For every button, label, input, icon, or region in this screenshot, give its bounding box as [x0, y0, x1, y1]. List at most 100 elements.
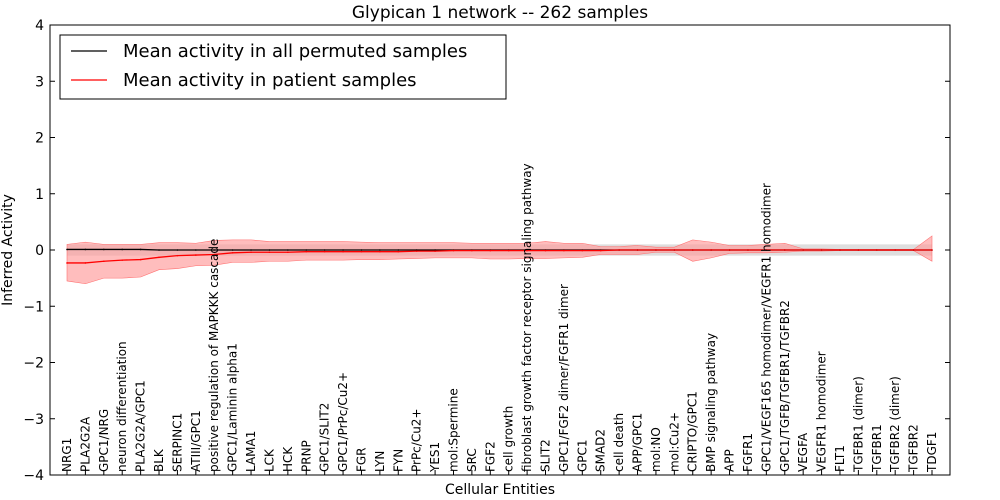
data-point: [103, 260, 105, 263]
x-tick-label: SLIT2: [539, 439, 553, 472]
x-tick-label: TGFBR1: [870, 424, 884, 473]
data-point: [268, 251, 271, 254]
y-tick-label: −3: [23, 412, 44, 428]
x-tick-label: positive regulation of MAPKKK cascade: [207, 239, 221, 472]
data-point: [305, 249, 308, 251]
x-tick-label: PLA2G2A/GPC1: [134, 380, 148, 472]
data-point: [158, 249, 160, 251]
x-tick-label: cell growth: [502, 406, 516, 472]
data-point: [434, 249, 436, 251]
x-tick-label: FYN: [391, 449, 405, 472]
x-tick-label: FGR: [354, 447, 368, 472]
x-tick-label: APP: [723, 449, 737, 472]
x-tick-label: neuron differentiation: [115, 341, 129, 472]
x-tick-label: GPC1/SLIT2: [318, 403, 332, 472]
x-tick-label: PLA2G2A: [78, 416, 92, 472]
data-point: [379, 250, 381, 253]
x-tick-label: VEGFA: [796, 432, 810, 472]
data-point: [912, 249, 915, 251]
x-tick-label: FGF2: [483, 441, 497, 472]
x-tick-label: FLT1: [833, 445, 847, 472]
line-layer: [66, 248, 933, 264]
data-point: [452, 249, 455, 252]
x-tick-label: TDGF1: [925, 432, 939, 473]
x-tick-label: BMP signaling pathway: [704, 333, 718, 472]
data-point: [231, 249, 234, 251]
legend-label-patient: Mean activity in patient samples: [123, 70, 417, 91]
data-point: [268, 249, 271, 251]
x-tick-label: GPC1: [575, 439, 589, 472]
x-tick-label: FGFR1: [741, 433, 755, 472]
data-point: [434, 250, 436, 252]
data-point: [305, 250, 308, 253]
data-point: [84, 248, 87, 251]
x-tick-label: VEGFR1 homodimer: [815, 351, 829, 472]
data-point: [931, 249, 933, 251]
y-tick-label: 4: [35, 18, 44, 34]
x-tick-label: NRG1: [60, 438, 74, 472]
data-point: [379, 249, 381, 251]
data-point: [231, 252, 234, 254]
x-axis: NRG1 PLA2G2A GPC1/NRG neuron differentiatio…: [60, 163, 939, 475]
data-point: [489, 249, 492, 252]
data-point: [360, 249, 363, 251]
x-tick-label: GPC1/VEGF165 homodimer/VEGFR1 homodimer: [759, 183, 773, 472]
data-point: [894, 249, 896, 251]
data-point: [287, 251, 289, 254]
y-tick-label: −2: [23, 356, 44, 372]
y-tick-label: −1: [23, 299, 44, 315]
x-tick-label: PRNP: [299, 440, 313, 472]
x-tick-label: GPC1/TGFB/TGFBR1/TGFBR2: [778, 300, 792, 472]
data-point: [415, 249, 418, 251]
x-tick-label: LYN: [373, 451, 387, 472]
data-point: [195, 254, 197, 256]
x-axis-label: Cellular Entities: [445, 482, 555, 498]
x-tick-label: APP/GPC1: [631, 413, 645, 472]
data-point: [618, 249, 620, 251]
data-point: [195, 249, 197, 251]
data-point: [544, 249, 547, 252]
x-tick-label: CRIPTO/GPC1: [686, 391, 700, 472]
data-point: [287, 249, 289, 251]
x-tick-label: GPC1/NRG: [97, 409, 111, 472]
data-point: [710, 249, 712, 251]
x-tick-label: TGFBR2: [907, 424, 921, 473]
data-point: [581, 249, 584, 252]
x-tick-label: SMAD2: [594, 429, 608, 472]
x-tick-label: PrPc/Cu2+: [410, 408, 424, 472]
y-tick-label: −4: [23, 468, 44, 484]
x-tick-label: HCK: [281, 446, 295, 472]
data-point: [66, 262, 68, 264]
x-tick-label: GPC1/Laminin alpha1: [226, 343, 240, 472]
x-tick-label: ATIII/GPC1: [189, 410, 203, 472]
x-tick-label: YES1: [428, 442, 442, 473]
x-tick-label: TGFBR1 (dimer): [851, 376, 865, 473]
x-tick-label: mol:NO: [649, 427, 663, 472]
data-point: [158, 256, 160, 259]
y-tick-label: 0: [35, 243, 44, 259]
data-point: [342, 250, 344, 253]
y-axis: 4 3 2 1 0 −1 −2 −3 −4: [23, 18, 950, 484]
data-point: [507, 249, 510, 252]
data-point: [415, 250, 418, 252]
data-point: [636, 249, 639, 251]
data-point: [526, 249, 528, 252]
data-point: [655, 249, 657, 251]
data-point: [691, 249, 694, 251]
data-point: [66, 248, 68, 251]
legend-box: [59, 34, 507, 100]
data-point: [875, 249, 878, 251]
x-tick-label: LAMA1: [244, 431, 258, 472]
data-point: [176, 249, 179, 251]
data-point: [103, 248, 105, 251]
data-point: [84, 262, 87, 264]
data-point: [802, 249, 804, 251]
x-tick-label: fibroblast growth factor receptor signal…: [520, 163, 534, 472]
legend: Mean activity in all permuted samples Me…: [59, 34, 507, 100]
x-tick-label: cell death: [612, 413, 626, 472]
chart-title: Glypican 1 network -- 262 samples: [352, 3, 648, 23]
data-point: [360, 250, 363, 253]
data-point: [176, 254, 179, 257]
y-axis-label: Inferred Activity: [0, 194, 16, 306]
